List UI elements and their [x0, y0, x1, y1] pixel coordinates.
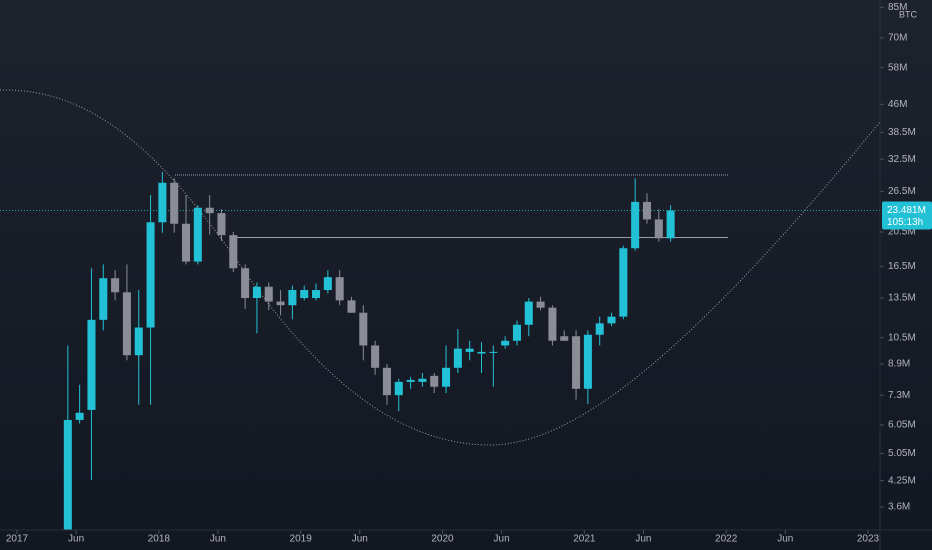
price-label-box	[882, 201, 932, 230]
candle-body	[264, 286, 273, 302]
x-tick-label: 2022	[715, 534, 738, 545]
y-tick-label: 16.5M	[888, 261, 916, 272]
candle-body	[312, 290, 321, 299]
x-tick-label: Jun	[777, 534, 793, 545]
plot-area	[0, 89, 880, 530]
candle-body	[217, 213, 226, 236]
y-tick-label: 20.5M	[888, 227, 916, 238]
candle-body	[442, 367, 451, 387]
candle-body	[501, 340, 510, 346]
candle-body	[666, 210, 675, 239]
x-tick-label: Jun	[68, 534, 84, 545]
price-label: 23.481M	[887, 205, 926, 216]
candle-body	[170, 182, 179, 224]
x-tick-label: 2018	[148, 534, 171, 545]
y-tick-label: 4.25M	[888, 475, 916, 486]
cycle-curve	[0, 89, 880, 446]
candle-body	[122, 292, 131, 356]
candle-body	[619, 248, 628, 317]
candle-body	[572, 336, 581, 389]
candle-body	[477, 351, 486, 354]
candle-body	[181, 223, 191, 262]
currency-label: BTC	[899, 9, 918, 19]
x-tick-label: 2017	[6, 534, 29, 545]
candle-body	[252, 286, 261, 299]
candle-body	[418, 378, 427, 382]
y-tick-label: 58M	[888, 62, 907, 73]
candle-body	[394, 381, 403, 396]
candle-body	[347, 300, 356, 313]
candle-body	[134, 327, 143, 356]
candle-body	[465, 348, 474, 352]
candle-body	[642, 201, 651, 220]
candle-body	[75, 412, 84, 420]
candle-body	[489, 351, 498, 353]
candle-body	[524, 301, 533, 325]
x-tick-label: 2021	[573, 534, 596, 545]
candle-body	[548, 307, 557, 341]
candle-body	[371, 345, 380, 368]
candle-body	[158, 182, 167, 223]
candle-body	[453, 348, 462, 368]
candle-body	[229, 235, 238, 269]
countdown-label: 105:13h	[887, 217, 923, 228]
candle-body	[205, 207, 214, 214]
candle-body	[193, 207, 202, 262]
y-tick-label: 10.5M	[888, 332, 916, 343]
x-tick-label: 2019	[290, 534, 313, 545]
y-tick-label: 6.05M	[888, 419, 916, 430]
candle-body	[512, 324, 521, 341]
candle-body	[430, 375, 439, 387]
y-tick-label: 46M	[888, 99, 907, 110]
y-tick-label: 8.9M	[888, 358, 910, 369]
y-tick-label: 38.5M	[888, 127, 916, 138]
y-tick-label: 13.5M	[888, 293, 916, 304]
candle-body	[536, 301, 545, 308]
y-tick-label: 26.5M	[888, 186, 916, 197]
y-tick-label: 7.3M	[888, 390, 910, 401]
y-tick-label: 32.5M	[888, 154, 916, 165]
x-tick-label: Jun	[494, 534, 510, 545]
candle-body	[654, 219, 663, 239]
candle-body	[583, 334, 592, 389]
candle-body	[335, 277, 344, 301]
candle-body	[595, 323, 604, 335]
candle-body	[382, 367, 391, 396]
candle-body	[87, 319, 96, 410]
x-tick-label: 2023	[857, 534, 880, 545]
candle-body	[99, 278, 108, 320]
y-tick-label: 5.05M	[888, 448, 916, 459]
candle-body	[288, 290, 297, 306]
candle-body	[631, 201, 640, 249]
x-tick-label: Jun	[635, 534, 651, 545]
candle-body	[111, 278, 120, 293]
candle-body	[276, 301, 285, 306]
axes: 85M 70M 58M 46M 38.5M 32.5M 26.5M 20.5M 16.5M 13.…	[6, 2, 932, 545]
candle-body	[241, 268, 250, 299]
candle-body	[63, 419, 72, 530]
x-tick-label: Jun	[210, 534, 226, 545]
candle-body	[146, 222, 155, 328]
x-tick-label: 2020	[431, 534, 454, 545]
candle-body	[607, 316, 616, 324]
y-tick-label: 3.6M	[888, 502, 910, 513]
y-tick-label: 85M	[888, 2, 907, 13]
candle-body	[300, 290, 309, 299]
candle-body	[406, 379, 415, 382]
candle-body	[323, 277, 332, 291]
x-tick-label: Jun	[352, 534, 368, 545]
candle-body	[359, 312, 368, 346]
y-tick-label: 70M	[888, 33, 907, 44]
candle-body	[560, 336, 569, 341]
